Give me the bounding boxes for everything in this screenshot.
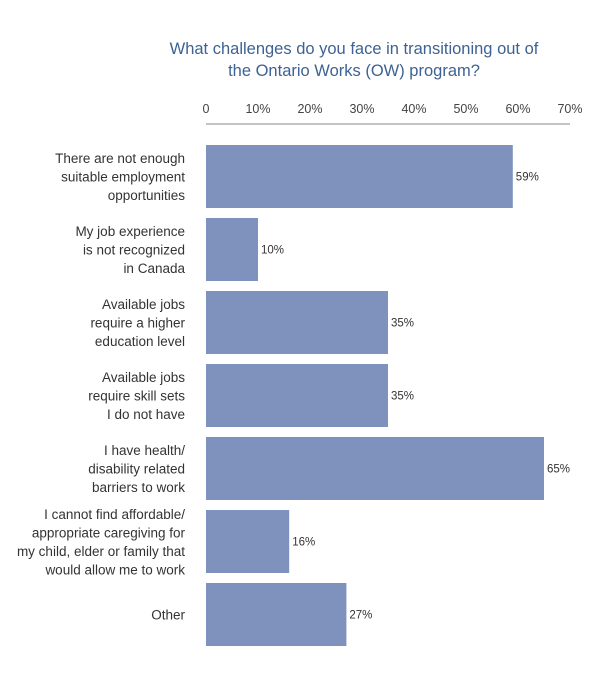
category-label-line: There are not enough (55, 151, 185, 166)
bar (206, 510, 290, 573)
category-label-line: is not recognized (83, 243, 185, 258)
category-label: I cannot find affordable/appropriate car… (17, 507, 186, 578)
category-label-line: appropriate caregiving for (32, 525, 186, 540)
category-label: There are not enough suitable employment o… (55, 151, 185, 203)
x-tick-label: 40% (401, 102, 426, 116)
category-label-line: I cannot find affordable/ (44, 507, 185, 522)
x-tick-label: 10% (245, 102, 270, 116)
bar-value-label: 65% (547, 464, 570, 476)
category-label: Other (151, 608, 185, 623)
bar (206, 437, 544, 500)
category-label: My job experience is not recognized in Can… (75, 224, 185, 276)
category-label-line: Other (151, 608, 185, 623)
bar-value-label: 35% (391, 391, 414, 403)
x-tick-label: 0 (203, 102, 210, 116)
category-label-line: barriers to work (92, 480, 185, 495)
x-tick-label: 50% (453, 102, 478, 116)
chart-title-line-1: What challenges do you face in transitio… (169, 40, 539, 58)
bar (206, 291, 388, 354)
bar (206, 145, 513, 208)
bar-value-label: 35% (391, 318, 414, 330)
bar-value-label: 59% (516, 172, 539, 184)
bar (206, 364, 388, 427)
category-label-line: in Canada (123, 261, 185, 276)
category-label-line: my child, elder or family that (17, 544, 185, 559)
chart-title: What challenges do you face in transitio… (0, 38, 592, 82)
category-label: Available jobs require skill sets I do not… (88, 370, 185, 422)
category-label-line: I do not have (107, 407, 185, 422)
category-label-line: suitable employment (61, 170, 185, 185)
bar (206, 218, 258, 281)
category-label-line: education level (95, 334, 185, 349)
x-tick-label: 30% (349, 102, 374, 116)
x-tick-label: 60% (505, 102, 530, 116)
x-tick-label: 20% (297, 102, 322, 116)
category-label: I have health/disability related barriers… (88, 443, 185, 495)
category-label-line: require skill sets (88, 389, 185, 404)
category-label-line: require a higher (90, 316, 185, 331)
category-label-line: would allow me to work (44, 562, 185, 577)
category-label-line: Available jobs (102, 297, 185, 312)
bar-value-label: 27% (349, 610, 372, 622)
bar-value-label: 16% (292, 537, 315, 549)
category-label-line: I have health/ (104, 443, 185, 458)
category-label-line: Available jobs (102, 370, 185, 385)
bar-value-label: 10% (261, 245, 284, 257)
bar (206, 583, 347, 646)
x-tick-label: 70% (557, 102, 582, 116)
category-label: Available jobs require a higher education … (90, 297, 185, 349)
category-label-line: opportunities (108, 188, 186, 203)
category-label-line: My job experience (75, 224, 185, 239)
chart-title-line-2: the Ontario Works (OW) program? (228, 62, 480, 80)
category-label-line: disability related (88, 462, 185, 477)
